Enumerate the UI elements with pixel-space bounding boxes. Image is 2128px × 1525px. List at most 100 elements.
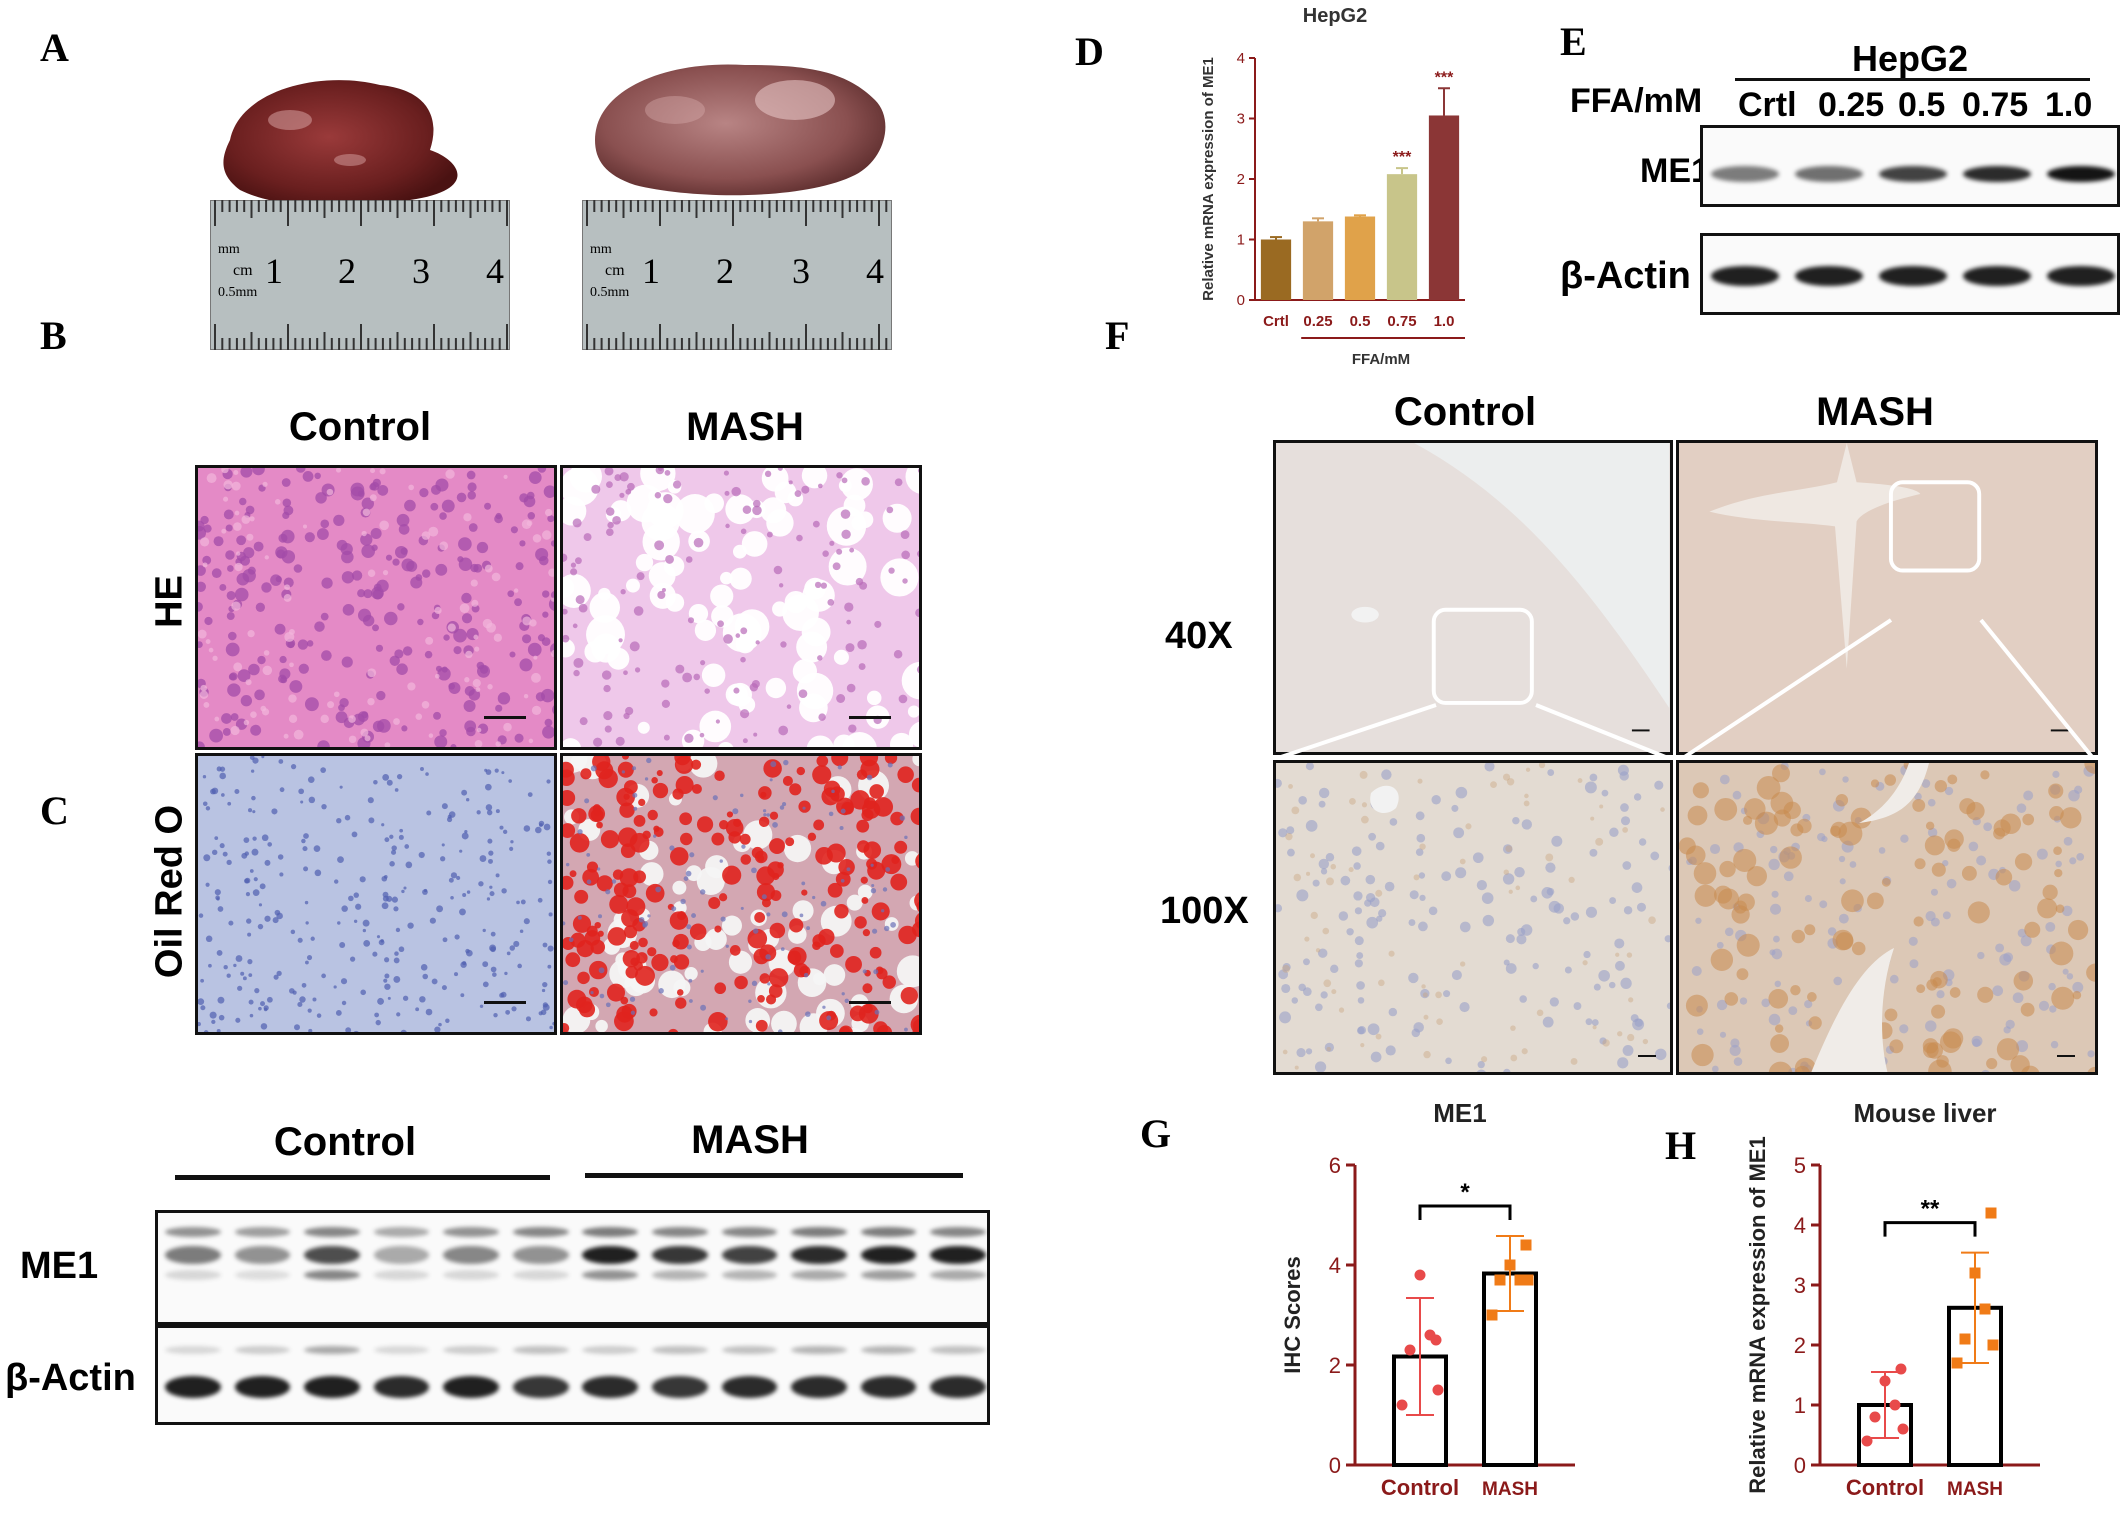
scale-bar <box>484 1001 526 1004</box>
ruler-halfmm-label-2: 0.5mm <box>590 285 630 300</box>
ruler-tick-3: 3 <box>412 251 430 291</box>
blot-band <box>443 1346 499 1354</box>
blot-band <box>304 1270 360 1280</box>
data-point <box>1897 1423 1909 1435</box>
y-axis-label: IHC Scores <box>1280 1256 1305 1373</box>
blot-band <box>652 1227 708 1237</box>
blot-band <box>930 1227 987 1237</box>
blot-band <box>791 1246 847 1264</box>
blot-band <box>1963 266 2031 286</box>
blot-band <box>791 1346 847 1354</box>
panel-c-row-actin: β-Actin <box>5 1357 136 1399</box>
ruler-halfmm-label: 0.5mm <box>218 285 258 300</box>
y-tick-label: 4 <box>1237 50 1245 67</box>
blot-band <box>304 1346 360 1354</box>
chart-d: HepG2 0 1 2 3 4 Relative mRNA expression of ME… <box>1200 5 1465 368</box>
blot-band <box>1963 166 2031 182</box>
y-tick-label: 0 <box>1237 292 1245 309</box>
panel-label-a: A <box>40 25 69 70</box>
x-tick-label: 0.25 <box>1303 313 1332 330</box>
lane-label-3: 0.75 <box>1962 86 2029 124</box>
blot-band <box>582 1346 639 1354</box>
data-point <box>1869 1411 1881 1423</box>
data-point <box>1987 1339 1999 1351</box>
blot-band <box>234 1376 291 1398</box>
group-line-control <box>175 1175 550 1180</box>
panel-label-d: D <box>1075 29 1104 74</box>
data-point <box>1514 1274 1526 1286</box>
blot-band <box>582 1270 639 1280</box>
blot-band <box>1711 266 1779 286</box>
ruler-mm-label: mm <box>218 242 240 257</box>
chart-title: Mouse liver <box>1853 1098 1996 1128</box>
data-point <box>1979 1303 1991 1315</box>
blot-band <box>860 1227 917 1237</box>
blot-me1-hepg2 <box>1700 125 2120 207</box>
y-axis-label: Relative mRNA expression of ME1 <box>1200 57 1217 301</box>
x-tick-label: 1.0 <box>1434 313 1455 330</box>
blot-band <box>373 1246 430 1264</box>
y-tick-label: 0 <box>1794 1453 1806 1478</box>
blot-band <box>443 1270 499 1280</box>
data-point <box>1404 1344 1416 1356</box>
ruler2-tick-1: 1 <box>642 251 660 291</box>
blot-band <box>234 1227 291 1237</box>
panel-b-col-control: Control <box>288 405 432 449</box>
lane-label-2: 0.5 <box>1898 86 1946 124</box>
y-tick-label: 2 <box>1794 1333 1806 1358</box>
blot-band <box>652 1246 708 1264</box>
blot-band <box>512 1270 569 1280</box>
blot-band <box>304 1227 360 1237</box>
panel-b-row-he: HE <box>148 575 191 628</box>
blot-band <box>721 1346 778 1354</box>
x-tick-label: Control <box>1381 1475 1459 1500</box>
lane-label-4: 1.0 <box>2045 86 2093 124</box>
scale-bar <box>484 716 526 719</box>
scale-bar <box>849 716 891 719</box>
blot-band <box>582 1246 639 1264</box>
data-point <box>1486 1309 1498 1321</box>
blot-band <box>2047 166 2115 182</box>
blot-band <box>373 1346 430 1354</box>
blot-actin-hepg2 <box>1700 233 2120 315</box>
ruler-tick-2: 2 <box>338 251 356 291</box>
blot-band <box>373 1376 430 1398</box>
blot-band <box>652 1376 708 1398</box>
significance-marker: *** <box>1435 69 1454 86</box>
x-axis-label: FFA/mM <box>1352 351 1410 368</box>
data-point <box>1895 1363 1907 1375</box>
panel-label-c: C <box>40 788 69 833</box>
significance-marker: ** <box>1921 1196 1940 1223</box>
blot-band <box>1795 266 1863 286</box>
ruler2-tick-4: 4 <box>866 251 884 291</box>
panel-label-b: B <box>40 313 67 358</box>
data-point <box>1432 1384 1444 1396</box>
chart-title: ME1 <box>1433 1098 1486 1128</box>
blot-band <box>791 1227 847 1237</box>
ruler-tick-1: 1 <box>265 251 283 291</box>
blot-band <box>164 1376 221 1398</box>
data-point <box>1430 1334 1442 1346</box>
blot-band <box>164 1246 221 1264</box>
ihc-control-100x <box>1273 760 1673 1075</box>
blot-band <box>373 1227 430 1237</box>
x-tick-label: Crtl <box>1263 313 1289 330</box>
blot-band <box>582 1227 639 1237</box>
blot-band <box>1879 166 1947 182</box>
y-tick-label: 1 <box>1237 232 1245 249</box>
blot-actin-mouse <box>155 1325 990 1425</box>
x-tick-label: Control <box>1846 1475 1924 1500</box>
significance-marker: * <box>1460 1179 1470 1206</box>
group-line-mash <box>585 1173 963 1178</box>
panel-label-g: G <box>1140 1111 1172 1156</box>
blot-band <box>164 1227 221 1237</box>
chart-title: HepG2 <box>1303 5 1367 27</box>
data-point <box>1889 1399 1901 1411</box>
he-mash-image <box>560 465 922 750</box>
data-point <box>1959 1333 1971 1345</box>
panel-e-row-actin: β-Actin <box>1560 255 1691 297</box>
data-point <box>1520 1239 1532 1251</box>
panel-c-row-me1: ME1 <box>20 1245 99 1287</box>
significance-marker: *** <box>1393 149 1412 166</box>
scale-bar <box>2057 1055 2075 1057</box>
